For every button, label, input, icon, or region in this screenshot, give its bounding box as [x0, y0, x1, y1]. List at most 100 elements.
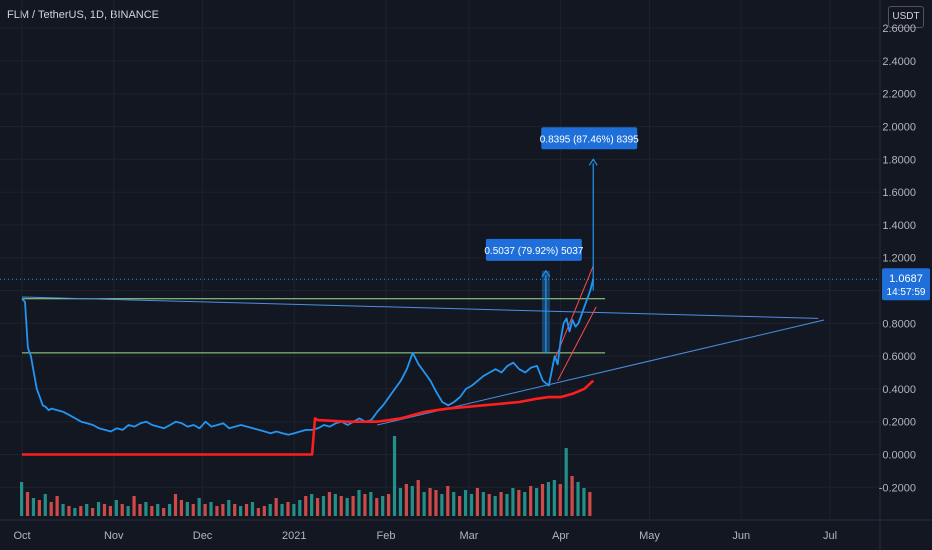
y-tick-label: 2.0000: [882, 122, 916, 134]
volume-bar: [49, 502, 53, 516]
trend-line: [554, 265, 594, 360]
measure-tooltip-label: 0.5037 (79.92%) 5037: [484, 246, 583, 257]
x-tick-label: Feb: [377, 530, 396, 542]
volume-bar: [274, 498, 278, 516]
volume-bar: [387, 494, 391, 516]
y-tick-label: 0.8000: [882, 318, 916, 330]
y-tick-label: 0.0000: [882, 450, 916, 462]
volume-bar: [197, 498, 201, 516]
volume-bar: [79, 506, 83, 516]
volume-bar: [315, 498, 320, 516]
volume-bar: [61, 504, 65, 516]
volume-bar: [173, 494, 178, 516]
y-tick-label: 2.6000: [882, 23, 916, 35]
volume-bar: [582, 488, 586, 516]
moving-average-line: [22, 379, 595, 456]
volume-bar: [162, 508, 166, 516]
x-tick-label: Jul: [823, 530, 837, 542]
volume-bar: [363, 494, 367, 516]
measure-arrow-head: [588, 158, 598, 166]
volume-bar: [345, 498, 349, 516]
y-tick-label: 0.6000: [882, 351, 916, 363]
y-tick-label: 1.8000: [882, 154, 916, 166]
volume-bar: [428, 488, 432, 516]
x-tick-label: 2021: [282, 530, 306, 542]
y-tick-label: 2.2000: [882, 89, 916, 101]
x-axis: Oct Nov Dec 2021 Feb Mar Apr May Jun Jul: [13, 530, 837, 542]
y-tick-label: -0.2000: [879, 482, 916, 494]
volume-bar: [422, 492, 426, 516]
y-tick-label: 1.6000: [882, 187, 916, 199]
volume-bar: [523, 492, 527, 516]
volume-bar: [357, 490, 361, 516]
volume-bar: [458, 496, 462, 516]
y-tick-label: 2.4000: [882, 56, 916, 68]
current-price-label: 1.0687 14:57:59: [882, 268, 930, 301]
volume-bar: [286, 502, 290, 516]
volume-bar: [381, 496, 385, 516]
volume-bar: [221, 504, 225, 516]
chart-title: FLM / TetherUS, 1D, BINANCE: [7, 9, 160, 21]
x-tick-label: May: [639, 530, 660, 542]
volume-bar: [156, 504, 160, 516]
price-line: [21, 278, 595, 436]
volume-bar: [529, 486, 533, 516]
level-lines: [0, 278, 880, 354]
volume-bar: [256, 508, 260, 516]
measure-tooltip: [541, 127, 638, 150]
volume-bar: [55, 496, 59, 516]
volume-bar: [398, 488, 403, 516]
volume-bar: [203, 504, 207, 516]
volume-bar: [511, 488, 515, 516]
price-series: [21, 278, 595, 456]
volume-bar: [67, 506, 71, 516]
measure-tooltip: [485, 238, 582, 261]
volume-bar: [262, 506, 266, 516]
volume-bar: [487, 494, 491, 516]
volume-bar: [114, 500, 118, 516]
volume-bar: [339, 496, 343, 516]
volume-bar: [440, 494, 444, 516]
volume-bar: [138, 504, 142, 516]
volume-bar: [469, 494, 474, 516]
volume-bar: [31, 498, 36, 516]
volume-bar: [150, 506, 154, 516]
volume-bar: [392, 436, 397, 516]
volume-bar: [91, 508, 95, 516]
volume-bar: [410, 486, 414, 516]
volume-bar: [351, 496, 355, 516]
currency-button[interactable]: USDT: [888, 6, 924, 28]
measure-arrow-head: [541, 269, 551, 278]
volume-bar: [280, 504, 284, 516]
volume-bar: [215, 506, 219, 516]
trend-lines: [21, 265, 825, 426]
volume-bar: [292, 504, 296, 516]
volume-bar: [132, 496, 136, 516]
volume-bar: [244, 504, 249, 516]
x-tick-label: Oct: [13, 530, 30, 542]
current-price-badge: [882, 268, 930, 301]
volume-bar: [534, 488, 539, 516]
volume-bar: [552, 480, 556, 516]
volume-bar: [404, 484, 408, 516]
x-tick-label: Dec: [193, 530, 213, 542]
volume-bar: [576, 482, 580, 516]
volume-bar: [570, 476, 574, 516]
x-tick-label: Jun: [732, 530, 750, 542]
volume-bars: [20, 436, 592, 516]
candle-countdown: 14:57:59: [887, 287, 926, 298]
volume-bar: [227, 500, 231, 516]
measure-tooltip-label: 0.8395 (87.46%) 8395: [540, 134, 639, 145]
volume-bar: [37, 500, 41, 516]
volume-bar: [463, 490, 468, 516]
volume-bar: [144, 502, 148, 516]
volume-bar: [102, 504, 107, 516]
volume-bar: [540, 484, 545, 516]
volume-bar: [327, 492, 332, 516]
volume-bar: [250, 502, 255, 516]
volume-bar: [191, 504, 195, 516]
volume-bar: [268, 504, 272, 516]
x-tick-label: Apr: [552, 530, 569, 542]
